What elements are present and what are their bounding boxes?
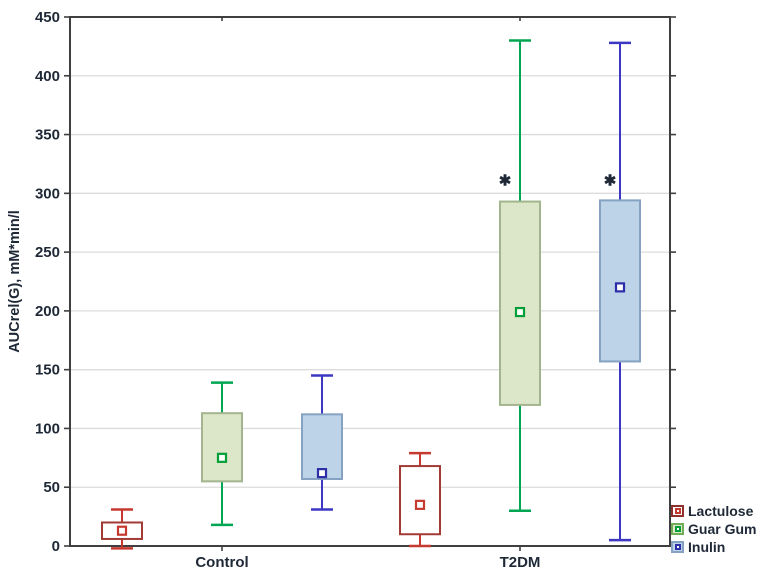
series-inulin: [301, 41, 641, 542]
mean-marker: [116, 525, 128, 536]
box-control-inulin: [301, 374, 343, 511]
legend-item-lactulose: Lactulose: [671, 502, 756, 520]
y-axis-ticks: [64, 16, 676, 547]
plot-frame: [69, 16, 671, 547]
legend-label-guar-gum: Guar Gum: [688, 521, 757, 537]
significance-asterisk-icon: ✱: [499, 172, 512, 189]
svg-text:300: 300: [35, 185, 60, 202]
guar-gum-box-swatch-icon: [671, 523, 684, 535]
guar-gum-mean-marker-icon: [674, 526, 681, 532]
x-tick-label-control: Control: [195, 554, 248, 571]
mean-marker: [614, 282, 626, 293]
box-control-guar-gum: [201, 381, 243, 527]
svg-text:400: 400: [35, 68, 60, 85]
svg-text:250: 250: [35, 244, 60, 261]
mean-marker: [216, 452, 228, 463]
svg-text:0: 0: [52, 538, 60, 555]
mean-marker: [514, 306, 526, 318]
y-gridlines: [71, 75, 669, 488]
series-guar-gum: [201, 39, 541, 527]
significance-annotations: ✱ ✱: [499, 172, 617, 189]
legend-item-guar-gum: Guar Gum: [671, 520, 756, 538]
y-tick-labels: 0 50 100 150 200 250 300 350 400 450: [35, 9, 60, 555]
legend-label-inulin: Inulin: [688, 539, 726, 555]
legend-label-lactulose: Lactulose: [688, 503, 754, 519]
legend: Lactulose Guar Gum Inulin: [671, 502, 756, 556]
group-labels: Control T2DM: [195, 554, 540, 571]
y-axis-label: AUCrel(G), mM*min/l: [7, 210, 23, 353]
series-lactulose: [101, 451, 441, 550]
mean-marker: [414, 499, 426, 510]
svg-text:150: 150: [35, 362, 60, 379]
box-control-lactulose: [101, 508, 143, 550]
lactulose-mean-marker-icon: [674, 508, 681, 514]
x-tick-label-t2dm: T2DM: [500, 554, 541, 571]
inulin-mean-marker-icon: [674, 544, 681, 550]
x-axis-ticks: [221, 17, 521, 551]
svg-text:200: 200: [35, 303, 60, 320]
svg-text:100: 100: [35, 420, 60, 437]
box-t2dm-lactulose: [399, 451, 441, 548]
box-t2dm-inulin: [599, 41, 641, 542]
svg-text:50: 50: [43, 479, 60, 496]
svg-text:450: 450: [35, 9, 60, 26]
svg-text:350: 350: [35, 127, 60, 144]
significance-asterisk-icon: ✱: [604, 172, 617, 189]
inulin-box-swatch-icon: [671, 541, 684, 553]
lactulose-box-swatch-icon: [671, 505, 684, 517]
legend-item-inulin: Inulin: [671, 538, 756, 556]
mean-marker: [316, 468, 328, 479]
box-t2dm-guar-gum: [499, 39, 541, 512]
